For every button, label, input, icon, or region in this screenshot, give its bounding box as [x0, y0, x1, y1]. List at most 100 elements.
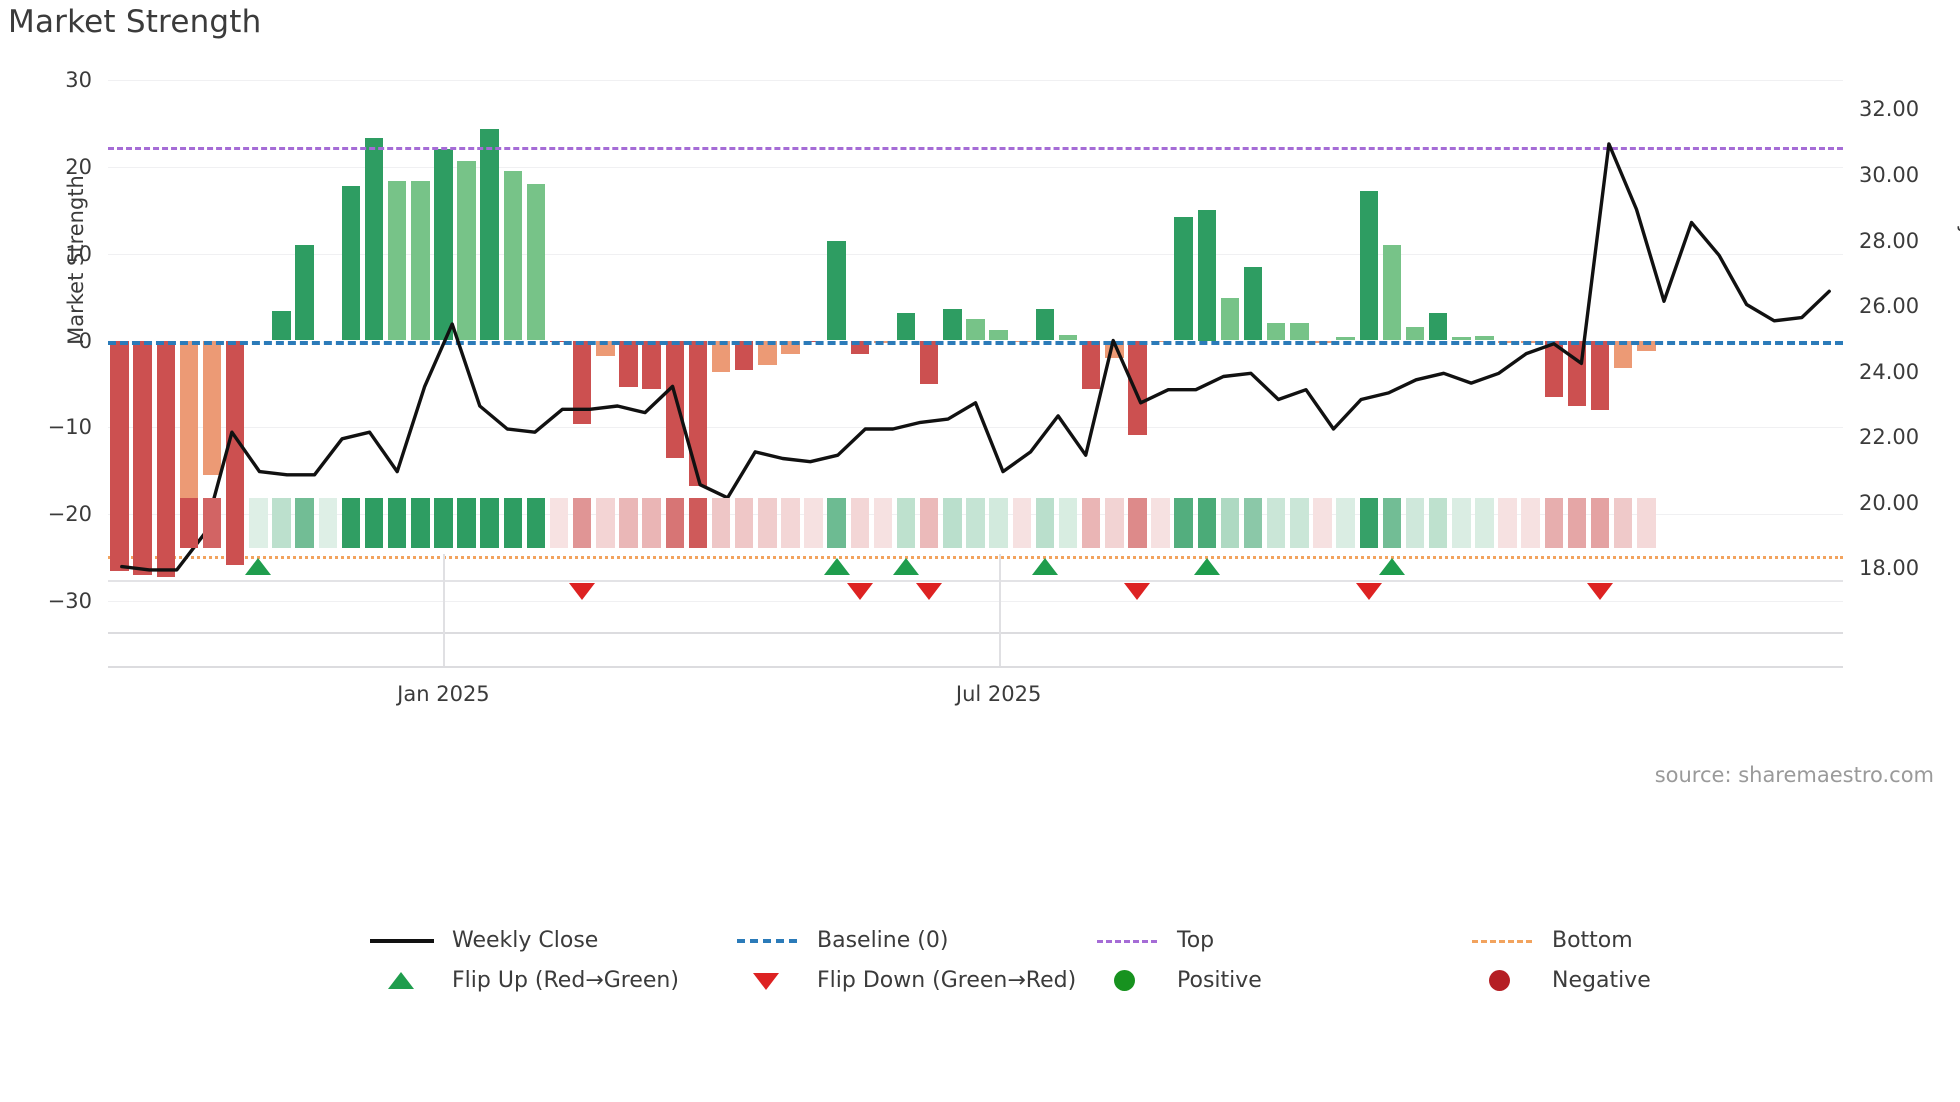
gridline — [108, 253, 1843, 255]
legend-item[interactable]: Negative — [1470, 958, 1651, 1002]
baseline-zero-line — [108, 340, 1843, 345]
heatmap-cell — [919, 498, 939, 548]
heatmap-cell — [1081, 498, 1101, 548]
flip-up-marker-icon — [1193, 558, 1220, 575]
strength-bar — [1336, 337, 1355, 341]
heatmap-cell — [434, 498, 453, 548]
strength-bar — [1590, 340, 1610, 410]
heatmap-cell — [110, 498, 129, 548]
y-axis-left-tick: −20 — [47, 502, 92, 527]
y-axis-right-tick: 30.00 — [1859, 163, 1920, 188]
y-axis-right-tick: 18.00 — [1859, 556, 1920, 581]
strength-bar — [1058, 335, 1078, 341]
strength-bar — [1220, 297, 1240, 341]
y-axis-right-tick: 20.00 — [1859, 490, 1920, 515]
strength-bar — [989, 330, 1008, 341]
heatmap-cell — [1382, 498, 1402, 548]
strength-bar — [411, 180, 430, 341]
flip-up-marker-icon — [823, 558, 850, 575]
legend-item[interactable]: Bottom — [1470, 918, 1633, 962]
legend-item[interactable]: Positive — [1095, 958, 1262, 1002]
line-black-icon — [370, 928, 434, 952]
gridline — [108, 80, 1843, 81]
legend-item[interactable]: Baseline (0) — [735, 918, 948, 962]
heatmap-cell — [1498, 498, 1517, 548]
strength-bar — [341, 185, 361, 341]
flip-baseline-rule — [108, 580, 1843, 582]
flip-up-marker-icon — [893, 558, 920, 575]
strength-bar — [896, 312, 916, 341]
gridline — [108, 601, 1843, 602]
heatmap-cell — [943, 498, 962, 548]
triangle-up-green-icon — [370, 968, 434, 992]
x-axis-tick-mark — [443, 554, 446, 666]
strength-bar — [434, 148, 453, 341]
heatmap-cell — [457, 498, 476, 548]
strength-bar — [1035, 309, 1055, 341]
heatmap-cell — [827, 498, 846, 548]
strength-bar — [526, 184, 546, 341]
heatmap-cell — [1359, 498, 1378, 548]
heatmap-cell — [1105, 498, 1124, 548]
strength-bar — [734, 340, 754, 371]
y-axis-right-tick: 28.00 — [1859, 228, 1920, 253]
heatmap-cell — [202, 498, 222, 548]
strength-bar — [966, 318, 985, 341]
heatmap-cell — [295, 498, 314, 548]
strength-bar — [1197, 210, 1217, 341]
legend-item[interactable]: Flip Up (Red→Green) — [370, 958, 679, 1002]
strength-bar — [1637, 340, 1656, 351]
strength-bar — [295, 244, 314, 341]
heatmap-cell — [619, 498, 638, 548]
x-axis-tick-label: Jul 2025 — [955, 682, 1042, 706]
flip-down-marker-icon — [916, 583, 943, 600]
heatmap-cell — [1035, 498, 1055, 548]
heatmap-cell — [526, 498, 546, 548]
heatmap-cell — [989, 498, 1008, 548]
triangle-down-red-icon — [735, 968, 799, 992]
legend-row-1: Weekly Close Baseline (0) Top Bottom — [0, 918, 1960, 962]
strength-bar — [1174, 217, 1193, 341]
weekly-close-polyline — [120, 142, 1831, 572]
strength-bar — [688, 340, 708, 487]
x-axis-tick-label: Jan 2025 — [397, 682, 490, 706]
heatmap-cell — [1452, 498, 1471, 548]
top-reference-line — [108, 146, 1843, 150]
bottom-reference-line — [108, 555, 1843, 559]
y-axis-left: 30 20 10 0 −10 −20 −30 — [0, 68, 104, 613]
dash-orange-icon — [1470, 928, 1534, 952]
heatmap-cell — [688, 498, 708, 548]
y-axis-left-tick: 20 — [65, 154, 92, 179]
legend-item-label: Positive — [1177, 967, 1262, 993]
strength-bar — [457, 160, 476, 341]
heatmap-cell — [758, 498, 777, 548]
strength-bar — [202, 340, 222, 476]
x-axis-tick-mark — [998, 554, 1001, 666]
weekly-close-line — [120, 142, 1831, 572]
y-axis-right-tick: 32.00 — [1859, 97, 1920, 122]
strength-bar — [758, 340, 777, 365]
heatmap-cell — [804, 498, 823, 548]
heatmap-cell — [364, 498, 384, 548]
heatmap-cell — [272, 498, 291, 548]
strength-bar — [1613, 340, 1633, 369]
x-axis-line — [108, 666, 1843, 668]
y-axis-right: 32.00 30.00 28.00 26.00 24.00 22.00 20.00 18.00 — [1845, 80, 1960, 601]
heatmap-cell — [1336, 498, 1355, 548]
legend-item[interactable]: Flip Down (Green→Red) — [735, 958, 1076, 1002]
x-axis-region: Jan 2025 Jul 2025 — [108, 554, 1843, 825]
heatmap-cell — [1590, 498, 1610, 548]
strength-bar — [619, 340, 638, 388]
gridline — [108, 427, 1843, 429]
strength-bar — [1128, 340, 1147, 436]
strength-bar — [1475, 336, 1494, 341]
legend-item[interactable]: Top — [1095, 918, 1214, 962]
page-title: Market Strength — [8, 4, 262, 40]
legend-item[interactable]: Weekly Close — [370, 918, 598, 962]
heatmap-cell — [1220, 498, 1240, 548]
heatmap-cell — [1475, 498, 1494, 548]
heatmap-cell — [711, 498, 731, 548]
heatmap-cell — [734, 498, 754, 548]
heatmap-cell — [1405, 498, 1425, 548]
